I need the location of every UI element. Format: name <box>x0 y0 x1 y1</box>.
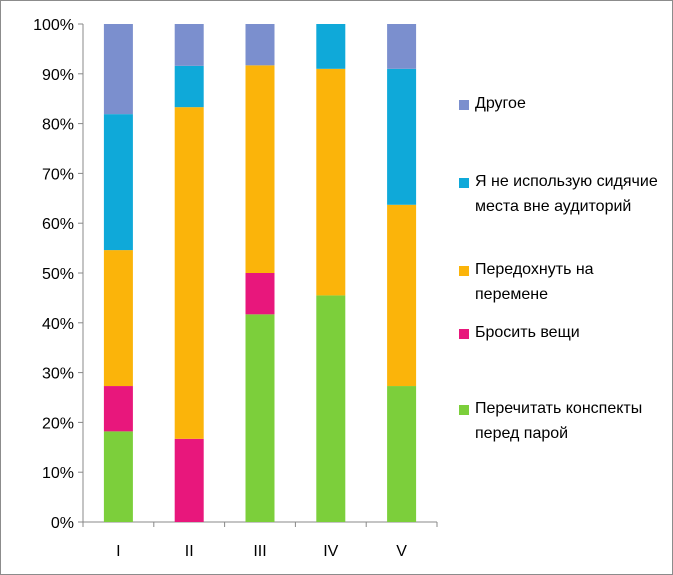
bar-segment <box>103 431 133 522</box>
legend-swatch <box>459 405 469 415</box>
bar-segment <box>245 314 275 522</box>
bar-segment <box>387 204 417 387</box>
bar-segment <box>103 386 133 432</box>
bar-segment <box>387 68 417 205</box>
x-tick-label: II <box>185 543 194 560</box>
legend-label: Я не использую сидячие места вне аудитор… <box>475 173 658 215</box>
legend-swatch <box>459 178 469 188</box>
bar-segment <box>316 24 346 69</box>
bar-segment <box>316 68 346 296</box>
bar-segment <box>103 114 133 251</box>
y-tick-label: 30% <box>42 366 74 383</box>
y-tick-label: 20% <box>42 415 74 432</box>
bar-segment <box>103 24 133 115</box>
legend-label: Другое <box>475 95 526 112</box>
y-tick-label: 90% <box>42 67 74 84</box>
y-tick-label: 50% <box>42 266 74 283</box>
bar-segment <box>245 24 275 66</box>
x-tick-label: III <box>253 543 266 560</box>
bar-segment <box>174 24 204 66</box>
y-tick-label: 70% <box>42 166 74 183</box>
y-tick-label: 0% <box>51 515 74 532</box>
legend-label: Перечитать конспекты перед парой <box>475 400 643 442</box>
bar-segment <box>103 250 133 387</box>
bar-segment <box>387 386 417 522</box>
legend-swatch <box>459 329 469 339</box>
legend-swatch <box>459 266 469 276</box>
y-tick-label: 80% <box>42 117 74 134</box>
y-tick-label: 40% <box>42 316 74 333</box>
x-tick-label: IV <box>323 543 338 560</box>
bar-segment <box>245 65 275 273</box>
bar-segment <box>174 65 204 108</box>
bar-segment <box>174 107 204 439</box>
bar-segment <box>387 24 417 69</box>
y-tick-label: 60% <box>42 216 74 233</box>
legend-label: Передохнуть на перемене <box>475 261 594 303</box>
x-tick-label: V <box>396 543 407 560</box>
y-tick-label: 100% <box>33 17 74 34</box>
legend-label: Бросить вещи <box>475 324 580 341</box>
bar-segment <box>174 438 204 522</box>
legend-swatch <box>459 100 469 110</box>
bar-segment <box>245 273 275 315</box>
bar-segment <box>316 295 346 522</box>
x-tick-label: I <box>116 543 120 560</box>
y-tick-label: 10% <box>42 465 74 482</box>
